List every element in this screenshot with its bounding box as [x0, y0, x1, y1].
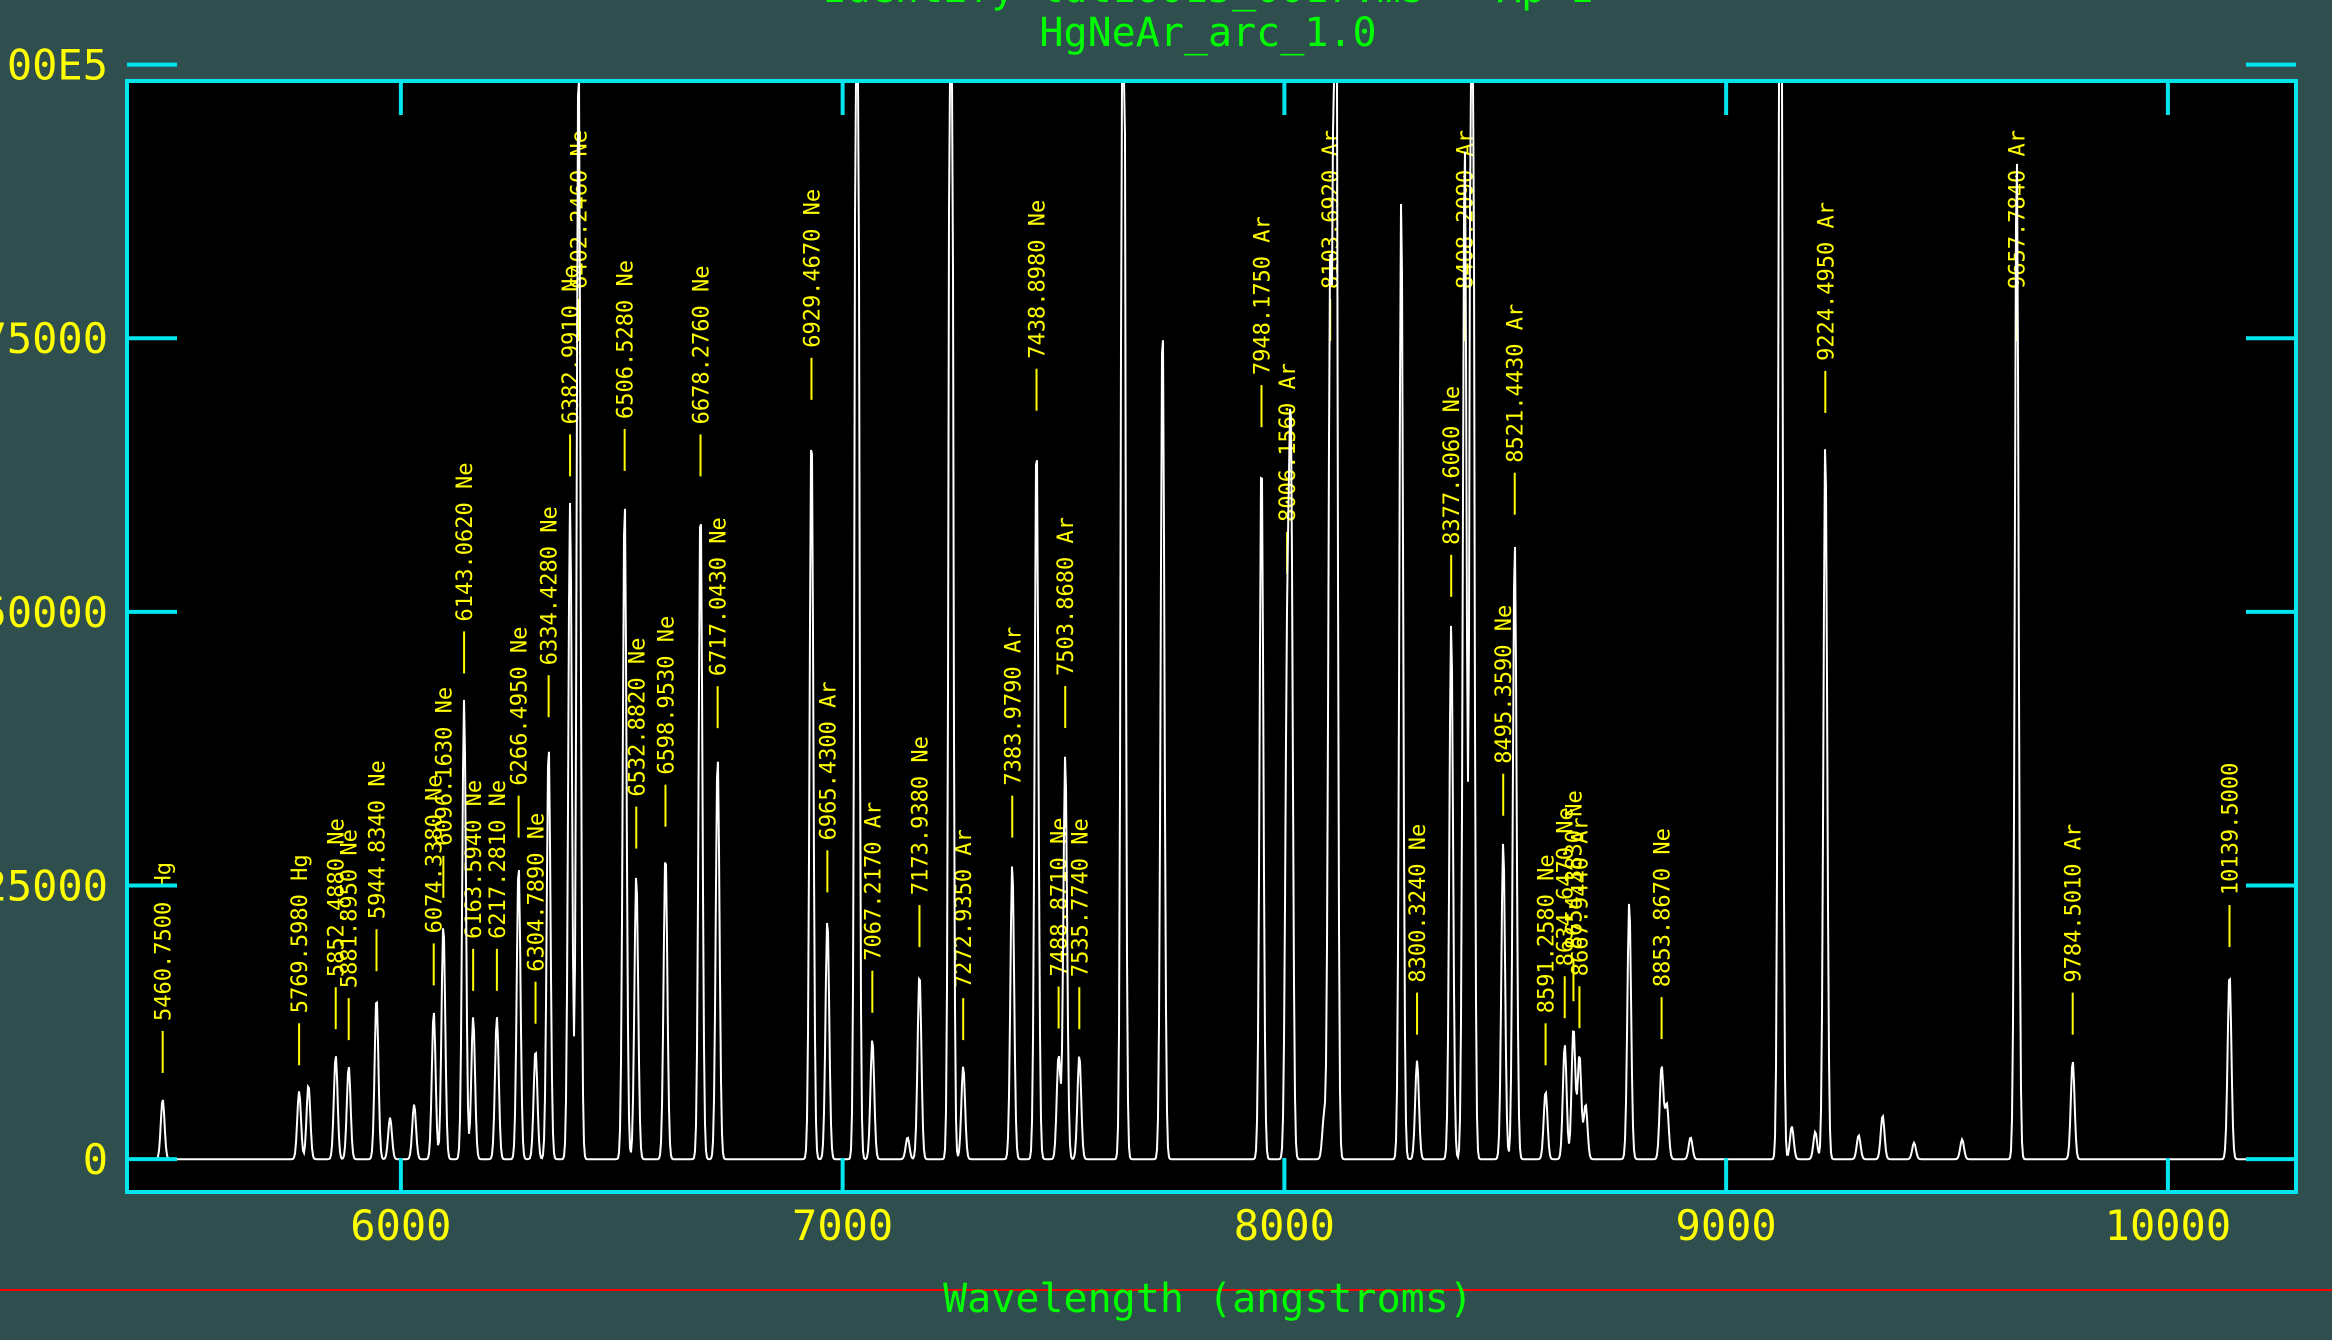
line-id-label: 6266.4950 Ne	[508, 627, 533, 786]
line-id-label: 6929.4670 Ne	[800, 189, 825, 348]
chart-title: Identify ldt16015_0017.ms - Ap 1	[823, 0, 1594, 12]
y-tick-label: 25000	[0, 862, 108, 911]
line-id-label: 6217.2810 Ne	[486, 780, 511, 939]
y-tick-label: .00E5	[0, 41, 108, 90]
line-id-label: 9224.4950 Ar	[1814, 202, 1839, 361]
line-id-label: 8654.3830 Ne	[1562, 790, 1587, 949]
line-id-label: 7272.9350 Ar	[952, 829, 977, 988]
y-tick-label: 75000	[0, 314, 108, 363]
line-id-label: 6717.0430 Ne	[707, 517, 732, 676]
line-id-label: 9784.5010 Ar	[2062, 824, 2087, 983]
chart-subtitle: HgNeAr_arc_1.0	[1039, 10, 1376, 56]
x-tick-label: 7000	[792, 1201, 893, 1250]
plot-frame	[125, 79, 2298, 1194]
line-id-label: 6334.4280 Ne	[538, 506, 563, 665]
line-id-label: 6304.7890 Ne	[525, 813, 550, 972]
line-id-label: 7383.9790 Ar	[1001, 627, 1026, 786]
spectrum-line[interactable]	[127, 80, 2296, 1161]
line-id-label: 5769.5980 Hg	[288, 854, 313, 1013]
line-id-label: 8300.3240 Ne	[1406, 824, 1431, 983]
line-id-label: 6506.5280 Ne	[614, 260, 639, 419]
line-id-label: 6143.0620 Ne	[453, 462, 478, 621]
x-tick-label: 8000	[1234, 1201, 1335, 1250]
line-id-label: 6096.1630 Ne	[432, 687, 457, 846]
line-id-label: 7067.2170 Ar	[861, 802, 886, 961]
line-id-label: 7438.8980 Ne	[1026, 200, 1051, 359]
line-id-label: 7535.7740 Ne	[1068, 818, 1093, 977]
x-tick-label: 6000	[350, 1201, 451, 1250]
line-id-label: 10139.5000	[2219, 763, 2244, 895]
x-tick-label: 9000	[1676, 1201, 1777, 1250]
line-id-label: 7948.1750 Ar	[1250, 216, 1275, 375]
line-id-label: 6598.9530 Ne	[654, 616, 679, 775]
line-id-label: 6965.4300 Ar	[816, 681, 841, 840]
line-id-label: 8853.8670 Ne	[1651, 828, 1676, 987]
line-id-label: 5944.8340 Ne	[366, 760, 391, 919]
line-id-label: 7488.8710 Ne	[1048, 818, 1073, 977]
line-id-label: 8591.2580 Ne	[1535, 854, 1560, 1013]
x-axis-label: Wavelength (angstroms)	[943, 1276, 1473, 1322]
line-id-label: 6074.3380 Ne	[423, 774, 448, 933]
line-id-label: 7173.9380 Ne	[908, 736, 933, 895]
line-id-label: 6532.8820 Ne	[625, 638, 650, 797]
x-tick-label: 10000	[2105, 1201, 2231, 1250]
y-tick-label: 0	[83, 1135, 108, 1184]
plot-area	[127, 81, 2296, 1192]
line-id-label: 5460.7500 Hg	[152, 862, 177, 1021]
line-id-label: 5881.8950 Ne	[338, 829, 363, 988]
line-id-label: 7503.8680 Ar	[1054, 517, 1079, 676]
line-id-label: 8377.6060 Ne	[1440, 386, 1465, 545]
line-id-label: 8634.6470 Ne	[1554, 807, 1579, 966]
line-id-label: 5852.4880 Ne	[325, 818, 350, 977]
line-id-label: 8521.4430 Ar	[1504, 304, 1529, 463]
line-id-label: 8667.9440 Ar	[1568, 817, 1593, 976]
line-id-label: 6678.2760 Ne	[690, 265, 715, 424]
